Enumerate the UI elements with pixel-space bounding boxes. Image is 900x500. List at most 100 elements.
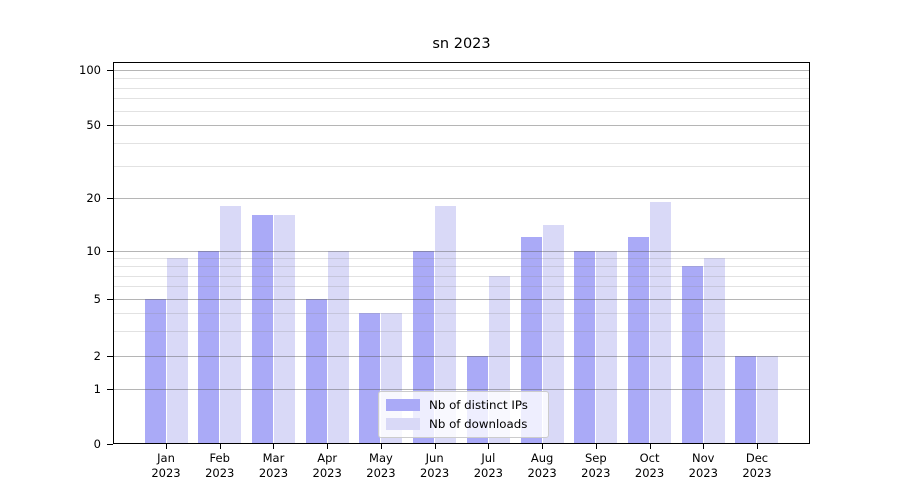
bar-downloads	[220, 206, 242, 444]
bar-downloads	[596, 251, 618, 444]
x-tick-year: 2023	[419, 466, 450, 480]
legend-item-downloads: Nb of downloads	[386, 415, 540, 434]
y-axis-tick-label: 0	[93, 437, 101, 451]
y-axis-tick-label: 10	[86, 244, 101, 258]
y-axis-tick-label: 2	[93, 349, 101, 363]
bar-downloads	[435, 206, 457, 444]
gridline-major	[113, 299, 810, 300]
bar-downloads	[327, 251, 349, 444]
x-tick-mark	[434, 444, 436, 449]
bar-distinct-ips	[574, 251, 596, 444]
gridline-major	[113, 125, 810, 126]
gridline-major	[113, 251, 810, 252]
bar-downloads	[542, 225, 564, 444]
bar-distinct-ips	[735, 356, 757, 444]
y-tick-mark	[107, 125, 113, 126]
x-tick-mark	[166, 444, 167, 449]
y-tick-mark	[107, 299, 113, 300]
x-tick-year: 2023	[742, 466, 772, 480]
bar-downloads	[273, 215, 295, 444]
x-axis-tick-label: Jan 2023	[136, 451, 196, 481]
legend-label: Nb of downloads	[429, 416, 528, 431]
bar-downloads	[166, 258, 188, 444]
x-axis-tick-label: Sep 2023	[566, 451, 626, 481]
bar-distinct-ips	[305, 299, 327, 444]
x-tick-mark	[327, 444, 329, 449]
bar-distinct-ips	[198, 251, 220, 444]
x-axis-tick-label: May 2023	[351, 451, 411, 481]
x-axis-tick-label: Jun 2023	[405, 451, 465, 481]
x-tick-mark	[380, 444, 382, 449]
x-tick-year: 2023	[151, 466, 181, 480]
y-tick-mark	[107, 198, 113, 199]
y-tick-mark	[107, 70, 113, 71]
bar-distinct-ips	[681, 266, 703, 444]
x-tick-month: Jan	[157, 451, 175, 465]
y-tick-mark	[107, 251, 113, 252]
y-axis-tick-label: 5	[93, 292, 101, 306]
x-axis-tick-label: Oct 2023	[620, 451, 680, 481]
x-axis-tick-label: Apr 2023	[297, 451, 357, 481]
x-tick-year: 2023	[688, 466, 718, 480]
legend-swatch-downloads	[386, 417, 420, 430]
y-axis-tick-label: 20	[86, 191, 101, 205]
y-tick-mark	[107, 356, 113, 357]
x-tick-mark	[219, 444, 221, 449]
y-tick-mark	[107, 389, 113, 390]
x-tick-mark	[649, 444, 651, 449]
y-axis-tick-label: 50	[86, 118, 101, 132]
gridline-minor	[113, 142, 810, 144]
legend-swatch-distinct-ips	[386, 399, 420, 412]
bar-distinct-ips	[251, 215, 273, 444]
x-axis-tick-label: Aug 2023	[512, 451, 572, 481]
y-tick-mark	[107, 444, 113, 445]
gridline-major	[113, 198, 810, 199]
x-tick-mark	[756, 444, 758, 449]
y-axis-tick-label: 1	[93, 382, 101, 396]
gridline-minor	[113, 266, 810, 268]
x-tick-year: 2023	[258, 466, 289, 480]
gridline-major	[113, 389, 810, 390]
gridline-minor	[113, 286, 810, 288]
gridline-minor	[113, 87, 810, 89]
x-tick-month: Nov	[692, 451, 715, 465]
bar-distinct-ips	[359, 312, 381, 444]
legend-label: Nb of distinct IPs	[429, 398, 528, 413]
x-tick-year: 2023	[581, 466, 611, 480]
gridline-minor	[113, 98, 810, 100]
x-tick-month: Jun	[425, 451, 444, 465]
x-tick-month: Sep	[584, 451, 607, 465]
x-tick-month: Feb	[209, 451, 230, 465]
x-tick-month: Apr	[317, 451, 338, 465]
x-tick-mark	[488, 444, 490, 449]
gridline-minor	[113, 312, 810, 314]
x-tick-month: Oct	[639, 451, 660, 465]
gridline-minor	[113, 78, 810, 80]
gridline-major	[113, 70, 810, 71]
x-axis-tick-label: Nov 2023	[673, 451, 733, 481]
x-axis-tick-label: Dec 2023	[727, 451, 787, 481]
x-tick-year: 2023	[634, 466, 665, 480]
x-tick-year: 2023	[205, 466, 235, 480]
x-axis-tick-label: Jul 2023	[458, 451, 518, 481]
x-tick-month: Mar	[262, 451, 285, 465]
x-tick-year: 2023	[366, 466, 396, 480]
x-tick-mark	[273, 444, 275, 449]
gridline-minor	[113, 110, 810, 112]
x-tick-month: Dec	[745, 451, 769, 465]
x-tick-year: 2023	[312, 466, 342, 480]
bar-downloads	[703, 258, 725, 444]
x-tick-month: Aug	[530, 451, 554, 465]
legend-item-distinct-ips: Nb of distinct IPs	[386, 396, 540, 415]
bar-distinct-ips	[144, 299, 166, 444]
x-axis-tick-label: Mar 2023	[243, 451, 303, 481]
x-tick-mark	[542, 444, 544, 449]
x-tick-month: Jul	[481, 451, 496, 465]
gridline-minor	[113, 330, 810, 332]
x-tick-mark	[595, 444, 597, 449]
x-tick-year: 2023	[527, 466, 557, 480]
x-tick-month: May	[369, 451, 393, 465]
x-tick-mark	[703, 444, 705, 449]
y-axis-tick-label: 100	[79, 63, 101, 77]
gridline-major	[113, 356, 810, 357]
